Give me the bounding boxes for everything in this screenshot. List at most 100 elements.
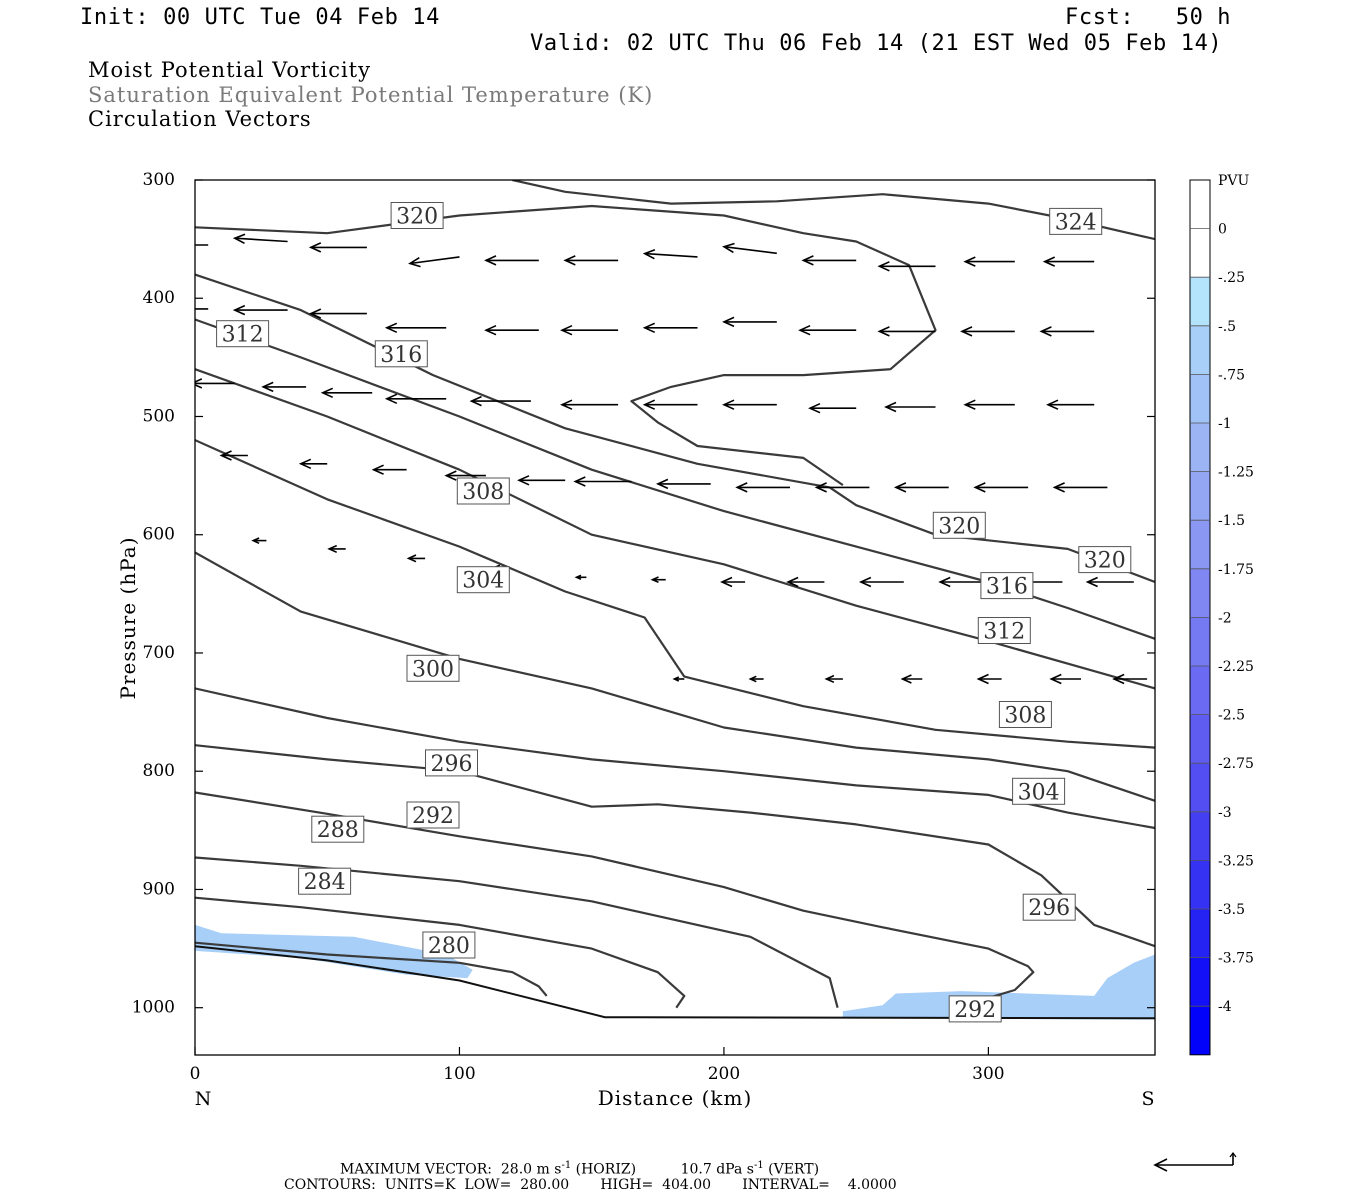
colorbar-level-label: 0 (1218, 222, 1227, 238)
colorbar-level-label: -2.25 (1218, 659, 1254, 675)
colorbar-bin (1190, 1006, 1210, 1055)
contour-label-text: 304 (462, 569, 504, 594)
colorbar-level-label: -1 (1218, 416, 1232, 432)
theta-contour-308 (195, 439, 1155, 749)
field-thetaes-title: Saturation Equivalent Potential Temperat… (88, 83, 654, 107)
contour-label-text: 312 (222, 323, 264, 348)
theta-contour-280 (195, 941, 548, 997)
valid-time: Valid: 02 UTC Thu 06 Feb 14 (21 EST Wed … (530, 31, 1223, 56)
circulation-vector (642, 322, 698, 334)
contour-label-text: 312 (983, 620, 1025, 645)
contour-label-text: 292 (954, 998, 996, 1023)
contour-label-text: 308 (1004, 704, 1046, 729)
max-vector-label: MAXIMUM VECTOR: (340, 1161, 492, 1178)
circulation-vector (384, 393, 447, 405)
circulation-vector (1049, 673, 1081, 685)
contour-label-text: 288 (317, 818, 359, 843)
theta-contour-284 (195, 896, 686, 1009)
x-tick-label: 200 (708, 1064, 740, 1084)
theta-contour-320 (195, 273, 1155, 584)
colorbar-bin (1190, 180, 1210, 229)
colorbar-level-label: -.25 (1218, 270, 1245, 286)
circulation-vector (672, 676, 685, 682)
circulation-vector (642, 248, 698, 260)
circulation-vector (798, 324, 857, 336)
contour-label: 296 (425, 749, 478, 777)
circulation-vector (298, 458, 328, 470)
vert-tag: (VERT) (768, 1161, 820, 1178)
colorbar-level-label: -4 (1218, 999, 1232, 1015)
colorbar-bin (1190, 228, 1210, 278)
contour-label: 300 (406, 654, 460, 682)
theta-contour-312 (195, 368, 1155, 690)
contour-label: 308 (456, 477, 510, 505)
colorbar-bin (1190, 617, 1210, 666)
colorbar-bin (1190, 520, 1210, 569)
contour-label: 296 (1022, 893, 1076, 921)
contour-label: 324 (1049, 207, 1103, 235)
circulation-vector (814, 482, 870, 493)
contour-label-text: 320 (396, 205, 438, 230)
circulation-vector (824, 674, 843, 684)
contour-label-text: 316 (986, 575, 1028, 600)
colorbar-level-label: -1.25 (1218, 465, 1254, 481)
x-tick-label: 100 (443, 1064, 475, 1084)
circulation-vector (801, 255, 857, 266)
x-end-label-south: S (1141, 1088, 1154, 1110)
circulation-vector (877, 326, 936, 337)
colorbar-level-label: -3 (1218, 805, 1232, 821)
circulation-vector (573, 476, 632, 487)
y-tick-label: 1000 (132, 998, 175, 1018)
circulation-vector (1042, 256, 1095, 267)
colorbar-level-label: -2.75 (1218, 756, 1254, 772)
theta-contour-292 (195, 791, 1035, 1003)
circulation-vector (720, 576, 746, 588)
circulation-vector (261, 381, 307, 393)
circulation-vector (371, 464, 407, 475)
contour-label: 320 (932, 511, 986, 539)
y-tick-label: 300 (143, 170, 175, 190)
colorbar-bin (1190, 811, 1210, 861)
contour-label: 304 (456, 566, 510, 594)
circulation-vector (938, 576, 984, 588)
contour-label-text: 280 (428, 934, 470, 959)
contour-label-text: 296 (431, 752, 473, 777)
init-time: Init: 00 UTC Tue 04 Feb 14 (80, 5, 440, 30)
colorbar-level-label: -.75 (1218, 367, 1245, 383)
circulation-vector (722, 399, 777, 410)
horiz-tag: (HORIZ) (575, 1161, 637, 1178)
colorbar-level-label: -.5 (1218, 319, 1236, 335)
circulation-vector (808, 402, 857, 414)
contour-label-text: 304 (1018, 780, 1060, 805)
y-tick-label: 400 (143, 288, 175, 308)
circulation-vector (722, 316, 777, 328)
colorbar-bin (1190, 277, 1210, 326)
field-mpv-title: Moist Potential Vorticity (88, 58, 371, 82)
contour-label-text: 320 (938, 514, 980, 539)
y-tick-label: 900 (143, 879, 175, 899)
x-tick-label: 300 (972, 1064, 1004, 1084)
circulation-vector (308, 242, 367, 253)
circulation-vector (735, 482, 790, 493)
contour-label-text: 316 (380, 343, 422, 368)
theta-contour-316 (195, 318, 1155, 640)
circulation-vector (219, 450, 248, 461)
y-tick-label: 700 (143, 643, 175, 663)
circulation-vector (563, 255, 619, 266)
colorbar-bin (1190, 568, 1210, 618)
circulation-vector (960, 326, 1015, 337)
colorbar-bin (1190, 860, 1210, 909)
contour-label: 292 (406, 801, 460, 829)
pv-colorbar: 0 -.25 -.5 -.75 -1 -1.25 -1.5 -1.75 -2 -2.25 -2.5 -… (1189, 179, 1254, 1056)
y-axis-title: Pressure (hPa) (116, 537, 140, 700)
contour-label: 280 (422, 931, 476, 959)
colorbar-bin (1190, 423, 1210, 472)
y-tick-label: 800 (143, 761, 175, 781)
colorbar-level-label: -2 (1218, 610, 1232, 626)
x-end-label-north: N (195, 1088, 212, 1110)
colorbar-bin (1190, 763, 1210, 812)
circulation-vector (1112, 673, 1148, 685)
circulation-vector (642, 399, 698, 410)
circulation-vector (1039, 326, 1095, 337)
